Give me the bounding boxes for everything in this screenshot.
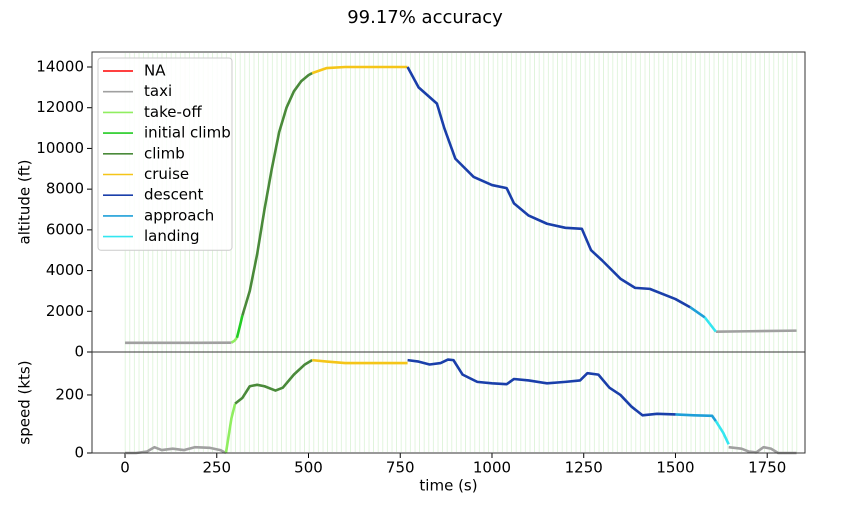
y-tick-label: 14000 — [36, 58, 84, 76]
axes-frame — [91, 351, 806, 454]
x-tick-label: 250 — [202, 459, 231, 477]
data-line — [224, 403, 237, 454]
x-tick-label: 1750 — [748, 459, 786, 477]
x-tick-label: 1500 — [656, 459, 694, 477]
legend-label: descent — [144, 186, 204, 204]
y-tick-label: 8000 — [46, 180, 84, 198]
y-axis-label: altitude (ft) — [16, 160, 34, 245]
y-tick-label: 6000 — [46, 220, 84, 238]
data-line — [241, 71, 313, 316]
y-tick-label: 12000 — [36, 98, 84, 116]
data-line — [125, 329, 797, 345]
legend-box — [97, 57, 233, 251]
legend-label: cruise — [144, 165, 189, 183]
data-line — [675, 413, 717, 422]
x-tick-label: 500 — [294, 459, 323, 477]
data-line — [406, 66, 691, 309]
y-tick-label: 10000 — [36, 139, 84, 157]
data-line — [230, 336, 238, 344]
data-line — [311, 65, 408, 75]
data-line — [235, 315, 244, 339]
y-tick-label: 0 — [74, 444, 84, 462]
legend-label: initial climb — [144, 124, 231, 142]
data-line — [703, 316, 717, 333]
y-tick-label: 2000 — [46, 302, 84, 320]
legend-label: taxi — [144, 82, 172, 100]
y-axis-label: speed (kts) — [16, 360, 34, 444]
y-tick-label: 0 — [74, 343, 84, 361]
x-tick-label: 750 — [386, 459, 415, 477]
data-line — [407, 358, 676, 417]
y-tick-label: 200 — [55, 385, 84, 403]
chart-title: 99.17% accuracy — [347, 7, 503, 28]
data-line — [125, 445, 797, 455]
data-line — [714, 420, 730, 445]
x-axis-label: time (s) — [419, 477, 477, 495]
legend-label: take-off — [144, 103, 202, 121]
data-line — [312, 358, 408, 365]
legend-label: climb — [144, 144, 185, 162]
legend-label: NA — [144, 62, 166, 80]
x-tick-label: 1250 — [565, 459, 603, 477]
legend-label: landing — [144, 227, 200, 245]
x-tick-label: 0 — [120, 459, 130, 477]
data-line — [689, 306, 706, 319]
data-line — [234, 359, 313, 405]
y-tick-label: 4000 — [46, 261, 84, 279]
x-tick-label: 1000 — [473, 459, 511, 477]
phase-lines — [122, 53, 798, 452]
legend-label: approach — [144, 206, 214, 224]
